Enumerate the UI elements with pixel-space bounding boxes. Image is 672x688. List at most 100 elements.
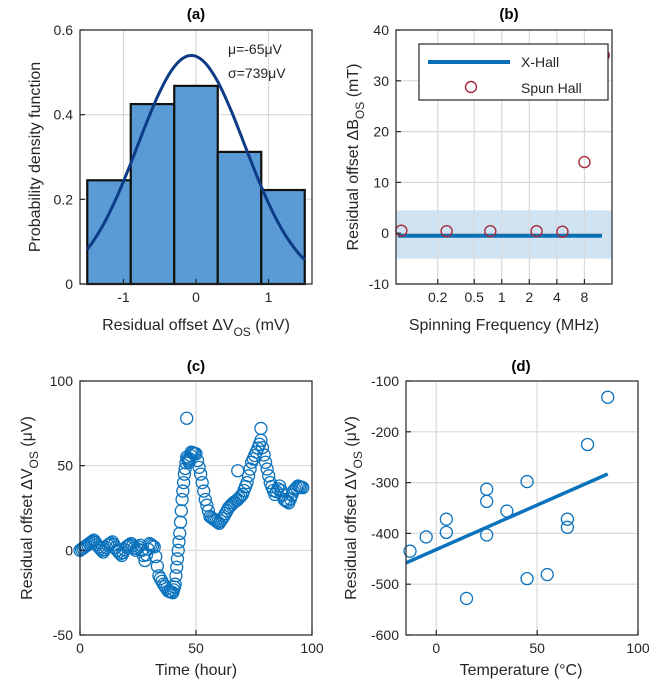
temperature-point: [580, 437, 595, 452]
spun-hall-point: [556, 225, 569, 238]
y-tick-label: -300: [371, 475, 399, 491]
time-series-point: [176, 484, 190, 498]
x-tick-label: 0: [432, 640, 440, 656]
time-series-point: [296, 481, 310, 495]
panel-c-x-ticks: 0 50 100: [76, 630, 324, 656]
histogram-bar: [86, 179, 132, 286]
panel-b-scatter: (b) 0.2 0.5 1 2 4 8 -10 0 10 20 30 40 X-Hall Spun …: [345, 6, 613, 334]
time-series-point: [170, 552, 185, 566]
x-tick-label: 50: [188, 640, 204, 656]
panel-b-x-ticks: 0.2 0.5 1 2 4 8: [428, 279, 589, 305]
spun-hall-point: [440, 224, 453, 238]
panel-c-points: [73, 411, 310, 600]
temperature-point: [480, 482, 494, 496]
y-tick-label: 100: [50, 373, 74, 389]
time-series-point: [174, 504, 188, 518]
time-series-outlier-point: [254, 421, 268, 436]
panel-b-y-label: Residual offset ΔBOS (mT): [345, 64, 367, 251]
panel-d-scatter: (d) 0 50 100 -600 -500 -400 -300 -200 -100 Temp…: [343, 358, 650, 679]
x-tick-label: 0.5: [464, 289, 484, 305]
panel-b-legend: X-Hall Spun Hall: [418, 43, 609, 101]
time-series-point: [195, 475, 209, 490]
x-tick-label: 0: [76, 640, 84, 656]
time-series-point: [255, 440, 270, 455]
x-tick-label: 0.2: [428, 289, 448, 305]
temperature-point: [560, 520, 575, 534]
temperature-point: [439, 525, 453, 540]
y-tick-label: 0.4: [54, 107, 74, 123]
temperature-point: [419, 530, 433, 544]
time-series-point: [189, 447, 203, 461]
y-tick-label: 0.2: [54, 191, 74, 207]
temperature-point: [480, 528, 494, 542]
legend-label-spun-hall: Spun Hall: [521, 80, 582, 96]
time-series-point: [171, 543, 185, 557]
time-series-point: [193, 467, 208, 481]
panel-d-x-ticks: 0 50 100: [432, 630, 650, 656]
panel-c-y-label: Residual offset ΔVOS (μV): [19, 416, 41, 600]
temperature-point: [403, 544, 417, 558]
y-tick-label: 50: [57, 458, 73, 474]
temperature-point: [439, 512, 453, 526]
panel-d-axes-box: [405, 380, 639, 636]
time-series-point: [173, 526, 187, 541]
temperature-point: [520, 474, 534, 489]
legend-label-xhall: X-Hall: [521, 54, 559, 70]
panel-a-y-label: Probability density function: [27, 62, 44, 252]
spun-hall-point: [484, 224, 497, 238]
time-series-point: [173, 515, 188, 529]
y-tick-label: -200: [371, 424, 399, 440]
y-tick-label: -50: [53, 627, 73, 643]
x-tick-label: -1: [117, 289, 130, 305]
panel-a-histogram: (a) -1 0 1 0 0.2 0.4 0.6 μ=-65μV σ=739μV Resi…: [27, 6, 313, 339]
time-series-point: [240, 475, 254, 490]
time-series-point: [144, 538, 158, 552]
time-series-point: [142, 536, 157, 551]
panel-b-x-label: Spinning Frequency (MHz): [409, 317, 599, 334]
temperature-point: [459, 591, 474, 606]
x-tick-label: 50: [529, 640, 545, 656]
x-tick-label: 8: [581, 289, 589, 305]
temperature-point: [560, 512, 575, 526]
panel-a-y-ticks: 0 0.2 0.4 0.6: [54, 22, 85, 292]
panel-a-title: (a): [187, 6, 205, 23]
x-tick-label: 1: [498, 289, 506, 305]
y-tick-label: -600: [371, 627, 399, 643]
time-series-point: [149, 549, 163, 564]
panel-c-grid: [79, 380, 313, 636]
panel-b-axes-box: [395, 29, 613, 285]
panel-d-y-label: Residual offset ΔVOS (μV): [343, 416, 365, 600]
temperature-point: [500, 504, 514, 518]
time-series-point: [209, 514, 223, 528]
panel-a-bars: [86, 84, 306, 286]
time-series-point: [190, 453, 205, 468]
temperature-point: [480, 494, 494, 509]
x-tick-label: 100: [300, 640, 324, 656]
panel-a-x-label: Residual offset ΔVOS (mV): [102, 317, 290, 339]
panel-c-y-ticks: -50 0 50 100: [50, 373, 85, 643]
y-tick-label: 0.6: [54, 22, 74, 38]
panel-d-grid: [406, 380, 639, 636]
x-tick-label: 100: [626, 640, 650, 656]
histogram-bar: [173, 84, 219, 286]
panel-c-x-label: Time (hour): [155, 662, 237, 679]
panel-a-mu-annotation: μ=-65μV: [228, 41, 283, 57]
x-tick-label: 4: [553, 289, 561, 305]
time-series-point: [197, 484, 211, 498]
time-series-point: [260, 462, 274, 476]
time-series-point: [241, 469, 256, 483]
time-series-point: [172, 535, 186, 549]
panel-a-gaussian-fit: [86, 54, 306, 261]
panel-a-sigma-annotation: σ=739μV: [228, 65, 286, 81]
x-tick-label: 1: [265, 289, 273, 305]
panel-d-points: [403, 390, 615, 606]
legend-marker-spun-hall: [464, 80, 478, 94]
y-tick-label: 20: [373, 124, 389, 140]
panel-d-x-label: Temperature (°C): [460, 662, 583, 679]
spun-hall-point: [578, 155, 591, 169]
temperature-point: [540, 567, 554, 582]
time-series-point: [277, 492, 291, 507]
time-series-point: [175, 492, 189, 507]
